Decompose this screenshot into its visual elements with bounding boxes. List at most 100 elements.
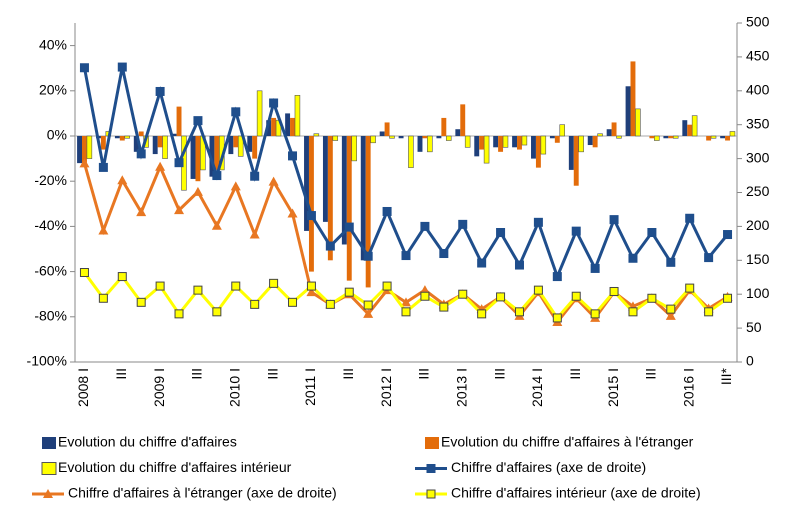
bar [417,136,423,152]
marker [98,162,108,172]
x-tick-label: III [113,368,129,380]
legend-label: Evolution du chiffre d'affaires [58,434,237,450]
x-tick-label: 2015 I [605,368,621,407]
bar [710,135,717,139]
bar [370,135,376,144]
bar [77,136,82,164]
bar [436,136,442,139]
bar [578,135,584,153]
marker [268,176,279,186]
bar [228,136,234,155]
bar [176,106,182,136]
bar [427,135,433,153]
bar [493,136,499,148]
bar [654,135,660,141]
marker [136,297,146,307]
x-tick-label: III [567,368,583,380]
y2-tick-label: 450 [746,48,770,64]
marker [439,249,449,259]
bar [247,136,253,152]
y2-tick-label: 100 [746,285,770,301]
marker [496,292,506,302]
bar [100,136,106,150]
bar [540,135,547,155]
bar [157,136,163,148]
marker [212,307,222,317]
marker [306,211,316,221]
bar [630,61,636,136]
bar [672,135,679,139]
x-tick-label: 2013 I [453,368,469,407]
bar [616,135,622,139]
marker [401,297,411,307]
bar [266,120,272,136]
bar [322,136,328,222]
marker [288,151,298,161]
bar [559,124,565,137]
marker [665,310,676,320]
bar [86,135,93,159]
bar [573,136,579,186]
y-tick-label: -40% [34,217,67,233]
marker [250,299,260,309]
bar [663,136,669,139]
bar [483,135,490,164]
bar [554,136,560,143]
marker [174,158,184,168]
bar [549,136,555,139]
legend-label: Evolution du chiffre d'affaires à l'étra… [441,434,694,450]
x-tick-label: 2014 I [529,368,545,407]
marker [363,308,374,318]
bar [535,136,541,168]
marker [306,281,316,291]
marker [344,222,354,232]
y2-tick-label: 400 [746,82,770,98]
bar [304,136,309,231]
marker [571,226,581,236]
bar [422,136,428,139]
y2-tick-label: 350 [746,115,770,131]
marker [231,281,241,291]
bar [214,136,220,170]
bar [327,136,333,261]
legend-swatch [41,462,57,475]
marker [704,307,714,317]
bar [682,120,688,136]
bar [611,122,617,136]
marker [533,217,543,227]
bar [119,136,125,141]
bar [290,117,295,136]
bar [445,135,452,141]
bar [441,117,447,136]
legend-swatch [42,437,56,449]
x-tick-label: III [491,368,507,380]
bar [171,133,177,136]
bar [252,136,258,159]
marker [382,206,392,216]
bar [294,95,301,137]
marker [439,302,449,312]
bar [133,136,139,152]
marker [155,86,165,96]
bar [687,124,693,136]
bar [209,136,215,177]
bar [389,135,395,139]
marker [382,281,392,291]
y-tick-label: -100% [27,353,67,369]
bar [720,136,726,139]
bar [597,133,603,137]
y2-tick-label: 0 [746,353,754,369]
y-tick-label: 0% [47,127,67,143]
marker [325,299,335,309]
bar [531,136,536,159]
marker [269,278,279,288]
marker [477,258,487,268]
bar [521,135,528,146]
marker [363,300,373,310]
marker [426,464,436,473]
marker [704,253,714,263]
bar [606,129,612,136]
marker [174,309,184,319]
bar [81,136,87,166]
marker [628,307,638,317]
